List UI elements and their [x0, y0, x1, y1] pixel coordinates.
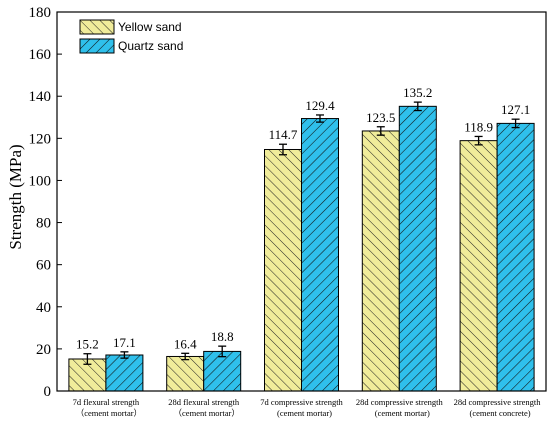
- category-label: 28d compressive strength: [454, 397, 542, 407]
- data-labels: 15.2 17.1 16.4 18.8 114.7 129.4 123.5 135.2 118.…: [76, 85, 530, 352]
- y-tick-label: 60: [36, 258, 51, 274]
- category-label: (cement concrete): [470, 408, 531, 418]
- y-tick-label: 80: [36, 216, 51, 232]
- bar-quartz-sand-1: [105, 354, 144, 392]
- category-label: 7d compressive strength: [260, 397, 343, 407]
- data-label-yellow-sand-3: 114.7: [269, 127, 298, 142]
- category-label: （cement mortar）: [76, 408, 142, 418]
- bar-quartz-sand-3: [301, 118, 339, 392]
- plot-frame: [56, 11, 547, 392]
- data-label-quartz-sand-4: 135.2: [403, 85, 432, 100]
- legend: Yellow sand Quartz sand: [79, 19, 183, 54]
- bar-yellow-sand-2: [166, 355, 205, 392]
- category-label: 7d flexural strength: [73, 397, 140, 407]
- legend-swatch-quartz-sand: [79, 38, 115, 54]
- category-label: (cement mortar): [277, 408, 332, 418]
- y-tick-label: 180: [29, 5, 52, 21]
- data-label-quartz-sand-3: 129.4: [305, 98, 335, 113]
- category-label: （cement mortar）: [174, 408, 240, 418]
- category-labels: 7d flexural strength（cement mortar）28d f…: [73, 397, 542, 418]
- data-label-quartz-sand-2: 18.8: [211, 329, 234, 344]
- legend-label-yellow-sand: Yellow sand: [118, 20, 182, 34]
- y-axis-label: Strength (MPa): [6, 144, 25, 249]
- bar-quartz-sand-2: [203, 350, 242, 392]
- data-label-quartz-sand-1: 17.1: [113, 335, 136, 350]
- bar-yellow-sand-5: [459, 140, 498, 392]
- bar-quartz-sand-4: [398, 105, 437, 392]
- category-label: 28d flexural strength: [168, 397, 240, 407]
- y-tick-label: 160: [29, 47, 52, 63]
- data-label-yellow-sand-2: 16.4: [174, 336, 197, 351]
- legend-swatch-yellow-sand: [79, 19, 115, 35]
- y-tick-label: 120: [29, 131, 52, 147]
- data-label-yellow-sand-1: 15.2: [76, 337, 99, 352]
- data-label-yellow-sand-4: 123.5: [366, 110, 395, 125]
- category-label: 28d compressive strength: [356, 397, 444, 407]
- data-label-yellow-sand-5: 118.9: [464, 119, 493, 134]
- bars: [68, 101, 535, 392]
- bar-yellow-sand-4: [361, 130, 400, 392]
- category-label: (cement mortar): [375, 408, 430, 418]
- legend-label-quartz-sand: Quartz sand: [118, 39, 183, 53]
- bar-yellow-sand-3: [264, 148, 302, 392]
- data-label-quartz-sand-5: 127.1: [501, 102, 530, 117]
- y-tick-label: 0: [44, 384, 52, 400]
- y-tick-label: 140: [29, 89, 52, 105]
- y-tick-label: 100: [29, 173, 52, 189]
- bar-quartz-sand-5: [496, 122, 535, 392]
- y-tick-label: 20: [36, 342, 51, 358]
- y-tick-label: 40: [36, 300, 51, 316]
